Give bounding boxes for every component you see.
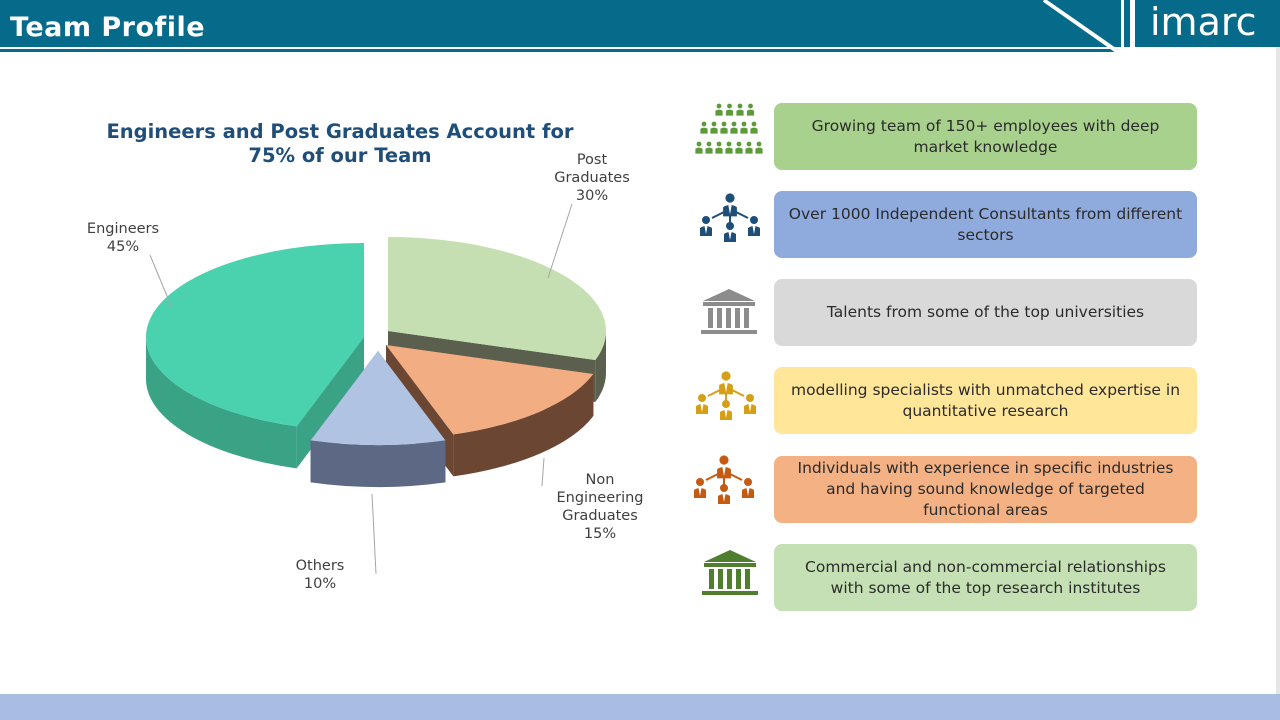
feature-text: Commercial and non-commercial relationsh… xyxy=(805,557,1166,597)
research-institute-icon xyxy=(702,550,758,595)
pie-slice xyxy=(146,243,364,427)
pie-chart: Post Graduates 30% Non Engineering Graduates 1… xyxy=(87,152,644,592)
pie-leader-line xyxy=(547,203,573,279)
pie-slice xyxy=(388,237,606,361)
pie-slice-rim xyxy=(595,331,606,403)
pie-slice-rim xyxy=(310,440,446,487)
right-edge-rule xyxy=(1276,47,1280,697)
feature-text: Individuals with experience in specific … xyxy=(797,459,1174,519)
feature-text: modelling specialists with unmatched exp… xyxy=(790,380,1181,420)
feature-box: Individuals with experience in specific … xyxy=(774,456,1197,523)
chart-title: Engineers and Post Graduates Account for… xyxy=(106,120,574,167)
header-underline xyxy=(0,49,1118,52)
crowd-icon xyxy=(695,103,763,154)
pie-slice-side xyxy=(146,337,364,469)
footer-bar xyxy=(0,694,1280,720)
university-building-icon xyxy=(701,289,757,334)
page-title: Team Profile xyxy=(10,12,206,43)
feature-text: Talents from some of the top universitie… xyxy=(826,303,1145,321)
pie-slice-label: Others 10% xyxy=(296,558,345,592)
pie-slice-wall xyxy=(296,337,364,469)
industry-experts-network-icon xyxy=(694,455,754,504)
feature-box: modelling specialists with unmatched exp… xyxy=(774,367,1197,434)
pie-leader-line xyxy=(371,493,377,575)
imarc-logo: imarc xyxy=(1150,0,1257,44)
pie-slice-label: Non Engineering Graduates 15% xyxy=(557,472,644,542)
pie-slice-rim xyxy=(453,374,594,477)
pie-leader-line xyxy=(149,254,173,309)
pie-slice xyxy=(310,351,446,446)
pie-slice-rim xyxy=(146,337,297,469)
feature-box: Growing team of 150+ employees with deep… xyxy=(774,103,1197,170)
feature-box: Over 1000 Independent Consultants from d… xyxy=(774,191,1197,258)
pie-slice-label: Engineers 45% xyxy=(87,221,159,255)
consultants-network-icon xyxy=(700,193,760,242)
feature-box: Commercial and non-commercial relationsh… xyxy=(774,544,1197,611)
feature-text: Growing team of 150+ employees with deep… xyxy=(811,116,1160,156)
feature-box: Talents from some of the top universitie… xyxy=(774,279,1197,346)
logo-frame xyxy=(1042,0,1280,55)
pie-leader-line xyxy=(541,457,545,487)
feature-text: Over 1000 Independent Consultants from d… xyxy=(788,204,1183,244)
specialists-network-icon xyxy=(696,371,756,420)
pie-slice-label: Post Graduates 30% xyxy=(554,152,630,204)
pie-slice xyxy=(386,345,594,435)
